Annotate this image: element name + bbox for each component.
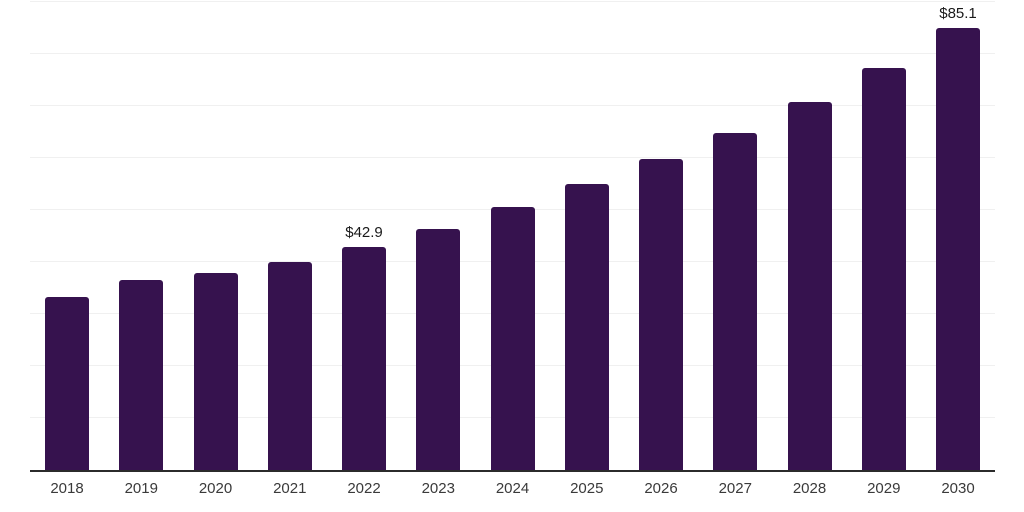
gridline <box>30 157 995 158</box>
bar-2023 <box>416 228 461 470</box>
x-tick-label-2026: 2026 <box>644 480 678 497</box>
data-label-2030: $85.1 <box>939 4 977 22</box>
bar-column-2018 <box>45 2 89 470</box>
bar-column-2028 <box>787 2 832 470</box>
bar-column-2025 <box>564 2 609 470</box>
x-tick-label-2029: 2029 <box>867 480 901 497</box>
x-tick-label-2024: 2024 <box>495 480 530 497</box>
bar-column-2019 <box>119 2 164 470</box>
bar-column-2020 <box>193 2 238 470</box>
x-tick-label-2030: 2030 <box>941 480 975 497</box>
gridline <box>30 1 995 2</box>
x-tick-label-2028: 2028 <box>792 480 827 497</box>
bar-column-2029 <box>861 2 906 470</box>
x-tick-label-2019: 2019 <box>124 480 158 497</box>
plot-area: $42.9 $85.1 <box>30 1 995 472</box>
bar-column-2022: $42.9 <box>342 2 386 470</box>
bar-2028 <box>787 102 832 470</box>
bar-2024 <box>490 206 535 470</box>
bar-2030 <box>936 27 980 470</box>
x-tick-label-2018: 2018 <box>50 480 84 497</box>
bar-column-2024 <box>490 2 535 470</box>
bar-2025 <box>564 183 609 470</box>
data-label-2022: $42.9 <box>345 223 383 241</box>
bar-2022 <box>342 246 386 470</box>
x-tick-label-2021: 2021 <box>273 480 307 497</box>
x-tick-label-2023: 2023 <box>421 480 455 497</box>
gridline <box>30 105 995 106</box>
bar-column-2026 <box>639 2 683 470</box>
x-tick-label-2022: 2022 <box>347 480 381 497</box>
x-tick-label-2027: 2027 <box>718 480 752 497</box>
bar-column-2027 <box>713 2 758 470</box>
bar-2027 <box>713 133 758 470</box>
x-axis-labels: 2018 2019 2020 2021 2022 2023 2024 2025 2026 2027… <box>30 481 995 496</box>
x-tick-label-2020: 2020 <box>198 480 233 497</box>
bar-column-2023 <box>416 2 461 470</box>
bar-2018 <box>45 296 89 470</box>
bar-2026 <box>639 159 683 470</box>
bar-column-2021 <box>267 2 312 470</box>
bar-2021 <box>267 261 312 470</box>
gridline <box>30 53 995 54</box>
x-tick-label-2025: 2025 <box>570 480 604 497</box>
bar-2029 <box>861 67 906 470</box>
bar-column-2030: $85.1 <box>936 2 980 470</box>
bar-2020 <box>193 272 238 470</box>
bars-row: $42.9 $85.1 <box>30 2 995 470</box>
bar-2019 <box>119 279 164 470</box>
